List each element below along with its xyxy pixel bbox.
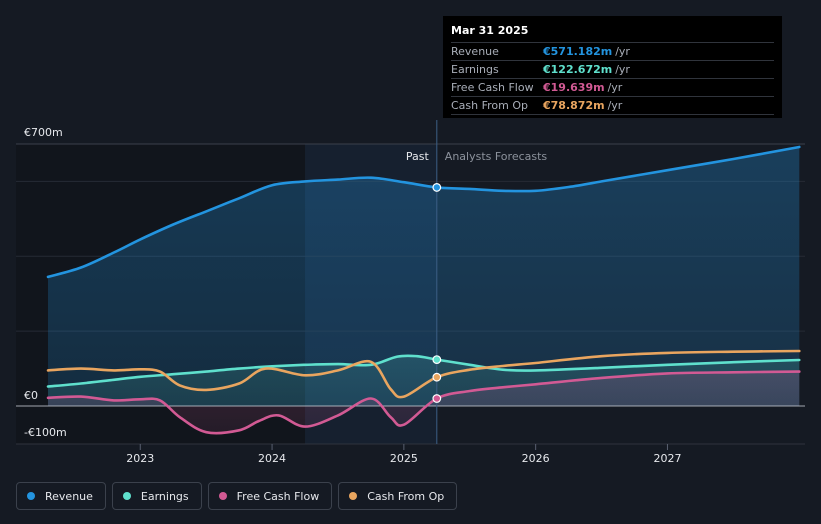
legend-dot-icon bbox=[218, 492, 227, 500]
tooltip-row-revenue: Revenue €571.182m /yr bbox=[451, 43, 774, 61]
legend-item-earnings[interactable]: Earnings bbox=[111, 482, 202, 510]
x-tick-label: 2023 bbox=[126, 452, 154, 465]
x-tick-label: 2024 bbox=[258, 452, 286, 465]
past-label: Past bbox=[406, 150, 430, 163]
tooltip-value: €571.182m bbox=[543, 45, 613, 58]
tooltip-value: €122.672m bbox=[543, 63, 613, 76]
tooltip-unit: /yr bbox=[607, 99, 623, 112]
y-tick-label: €700m bbox=[24, 126, 63, 139]
tooltip-label: Free Cash Flow bbox=[451, 81, 534, 94]
tooltip-value: €78.872m bbox=[543, 99, 605, 112]
tooltip-label: Revenue bbox=[451, 45, 499, 58]
series-line-cash-from-op bbox=[46, 349, 801, 399]
series-line-free-cash-flow bbox=[46, 370, 801, 435]
legend-dot-icon bbox=[27, 492, 35, 500]
highlight-point-earnings bbox=[432, 355, 442, 364]
tooltip-label: Earnings bbox=[451, 63, 499, 76]
highlight-point-revenue bbox=[432, 183, 442, 192]
legend-label: Earnings bbox=[140, 489, 189, 503]
tooltip-value: €19.639m bbox=[543, 81, 605, 94]
x-tick-label: 2026 bbox=[522, 452, 550, 465]
legend-item-cash-from-op[interactable]: Cash From Op bbox=[338, 482, 458, 510]
legend-dot-icon bbox=[349, 492, 358, 500]
x-tick-label: 2027 bbox=[653, 452, 681, 465]
legend-dot-icon bbox=[122, 492, 131, 500]
tooltip-row-earnings: Earnings €122.672m /yr bbox=[451, 61, 774, 79]
tooltip-row-free-cash-flow: Free Cash Flow €19.639m /yr bbox=[451, 79, 774, 97]
highlight-point-cash-from-op bbox=[432, 372, 442, 382]
x-tick-label: 2025 bbox=[390, 452, 418, 465]
tooltip-label: Cash From Op bbox=[451, 99, 529, 112]
legend-label: Revenue bbox=[45, 489, 93, 503]
y-tick-label: -€100m bbox=[24, 426, 67, 439]
forecast-label: Analysts Forecasts bbox=[445, 150, 548, 163]
tooltip-unit: /yr bbox=[615, 63, 630, 76]
area-free-cash-flow bbox=[48, 371, 800, 434]
chart-legend: Revenue Earnings Free Cash Flow Cash Fro… bbox=[16, 482, 458, 510]
series-line-revenue bbox=[46, 145, 801, 279]
area-revenue bbox=[48, 147, 800, 406]
legend-item-free-cash-flow[interactable]: Free Cash Flow bbox=[207, 482, 333, 510]
tooltip-unit: /yr bbox=[607, 81, 623, 94]
y-tick-label: €0 bbox=[24, 389, 38, 402]
legend-item-revenue[interactable]: Revenue bbox=[16, 482, 106, 510]
tooltip-unit: /yr bbox=[615, 45, 630, 58]
legend-label: Cash From Op bbox=[367, 489, 445, 503]
highlight-point-free-cash-flow bbox=[432, 394, 442, 403]
data-tooltip: Mar 31 2025 Revenue €571.182m /yr Earnin… bbox=[443, 16, 782, 118]
tooltip-row-cash-from-op: Cash From Op €78.872m /yr bbox=[451, 97, 774, 115]
tooltip-date: Mar 31 2025 bbox=[451, 22, 774, 43]
legend-label: Free Cash Flow bbox=[236, 489, 320, 503]
